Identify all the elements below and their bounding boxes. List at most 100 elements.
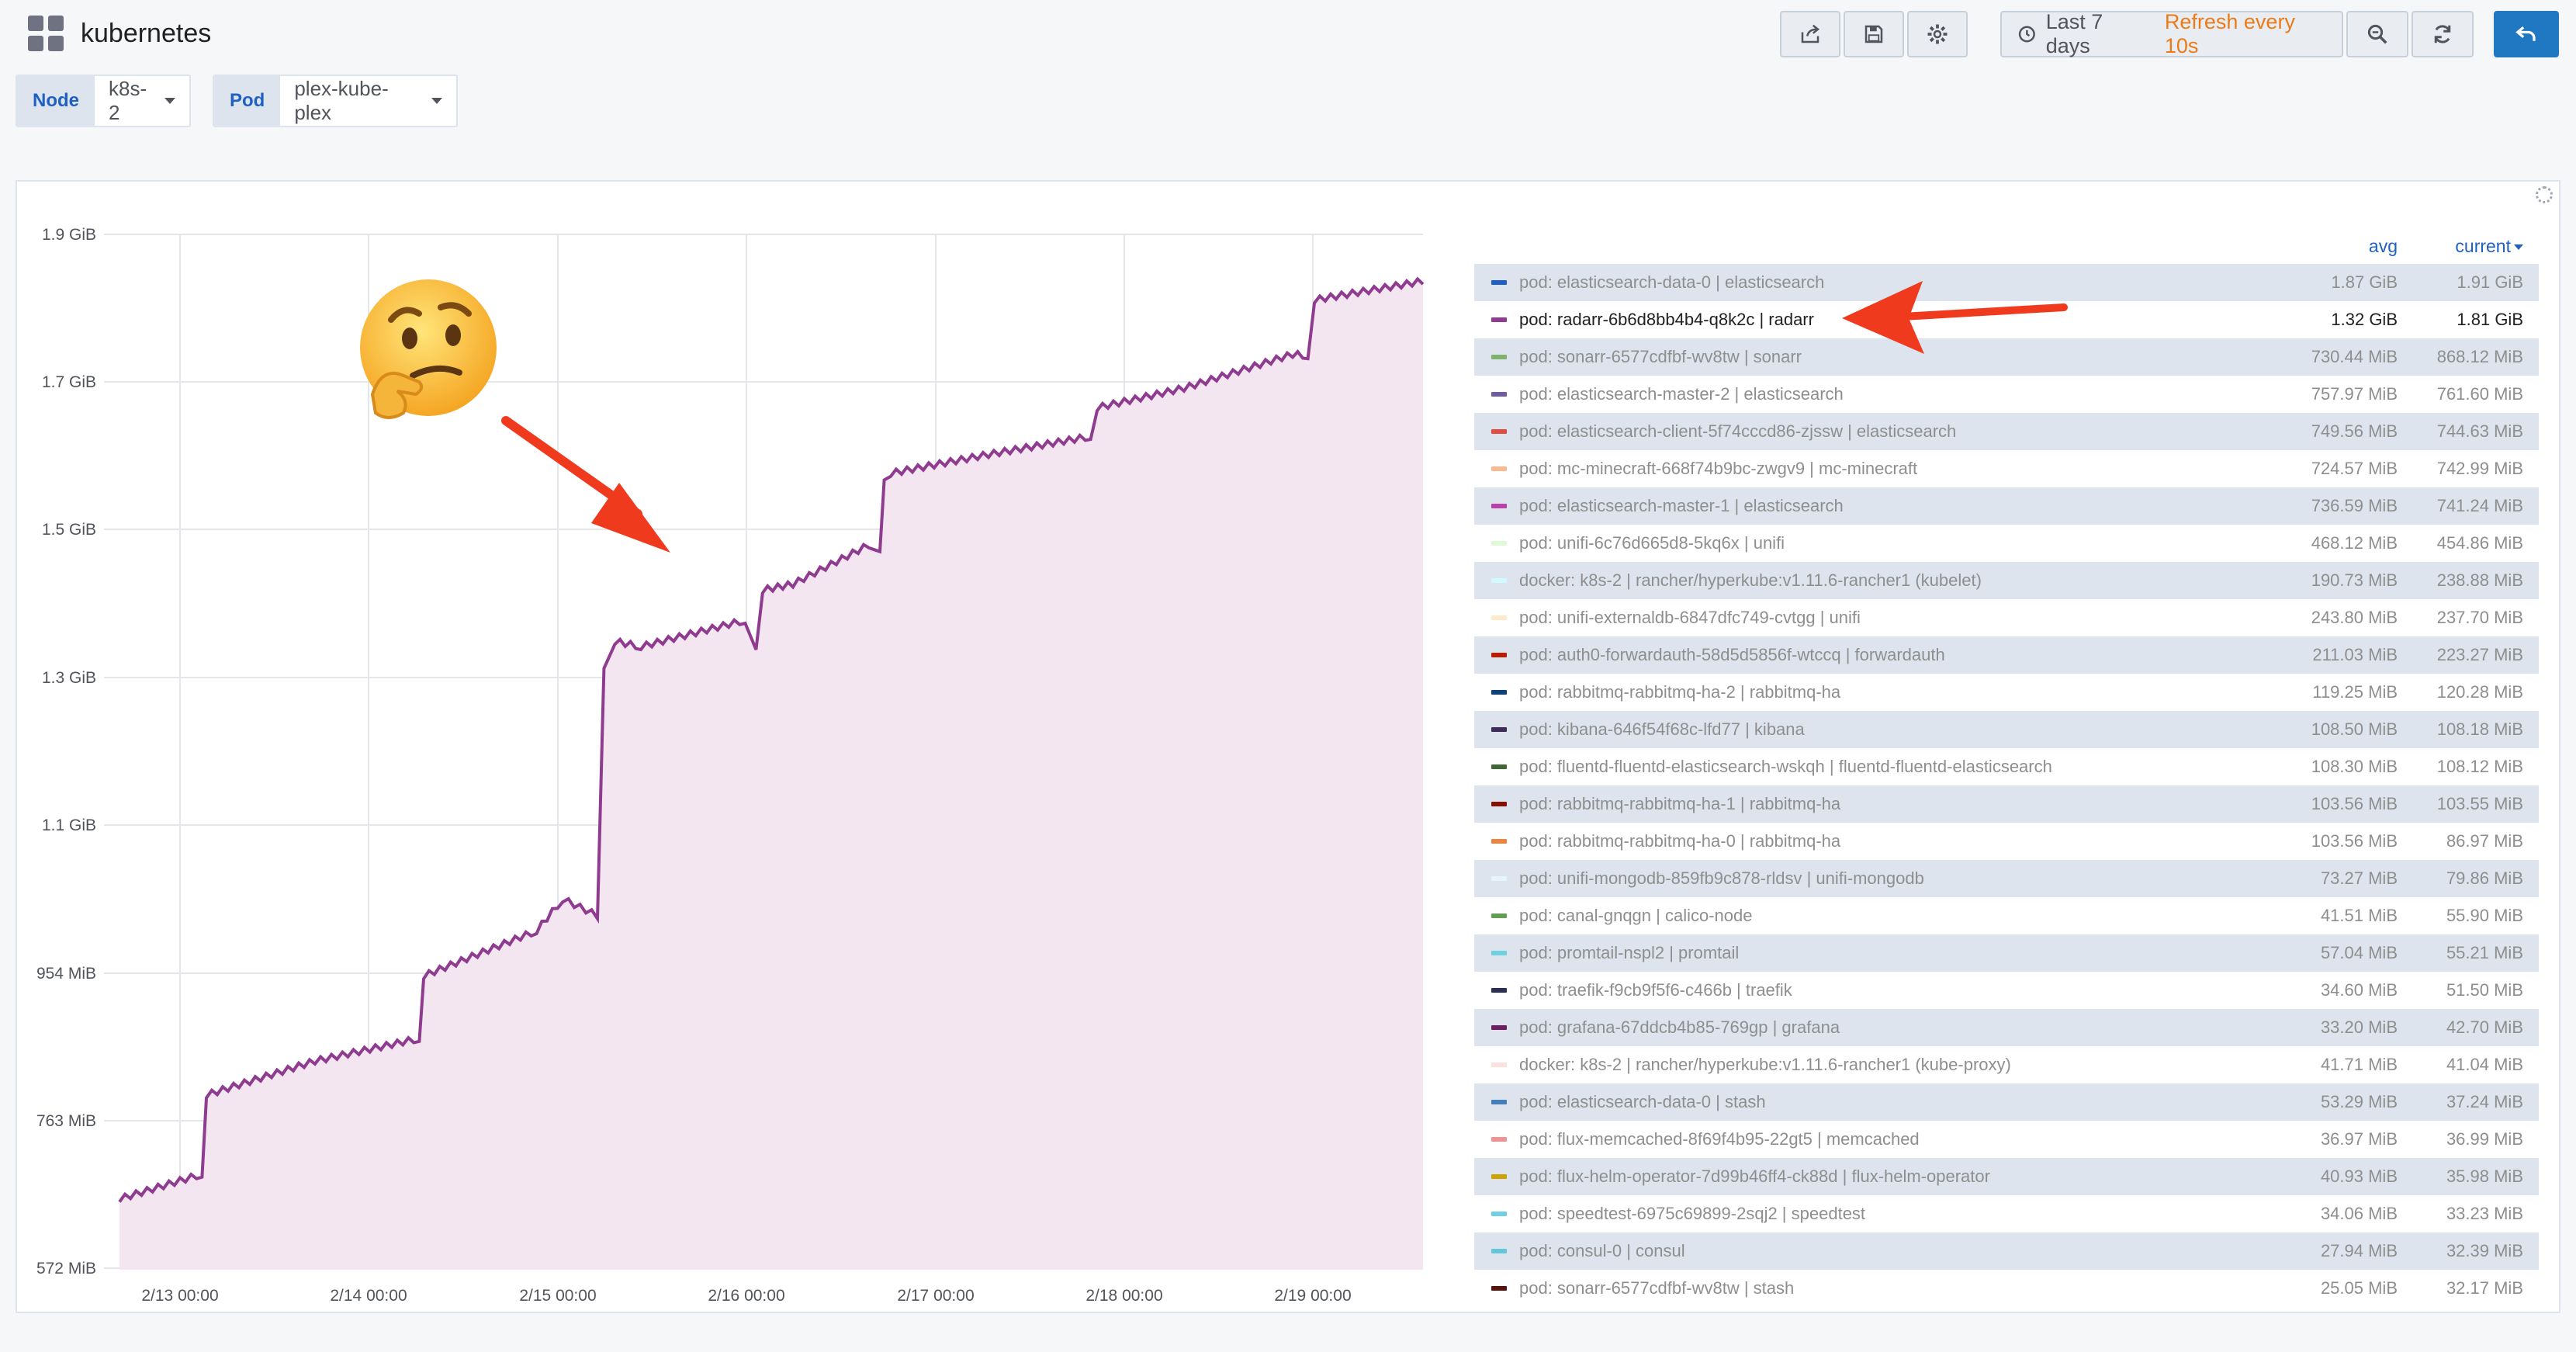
legend-row[interactable]: pod: elasticsearch-client-5f74cccd86-zjs… xyxy=(1474,413,2539,450)
legend-row[interactable]: pod: elasticsearch-master-1 | elasticsea… xyxy=(1474,487,2539,525)
series-color-swatch[interactable] xyxy=(1491,541,1507,546)
legend-row[interactable]: pod: speedtest-6975c69899-2sqj2 | speedt… xyxy=(1474,1195,2539,1232)
series-color-swatch[interactable] xyxy=(1491,1249,1507,1253)
legend-row[interactable]: pod: fluentd-fluentd-elasticsearch-wskqh… xyxy=(1474,748,2539,785)
series-color-swatch[interactable] xyxy=(1491,988,1507,993)
series-color-swatch[interactable] xyxy=(1491,1063,1507,1067)
legend-row[interactable]: pod: elasticsearch-master-2 | elasticsea… xyxy=(1474,376,2539,413)
share-button[interactable] xyxy=(1780,11,1840,57)
series-color-swatch[interactable] xyxy=(1491,876,1507,881)
series-color-swatch[interactable] xyxy=(1491,839,1507,844)
series-color-swatch[interactable] xyxy=(1491,578,1507,583)
legend-series-name[interactable]: docker: k8s-2 | rancher/hyperkube:v1.11.… xyxy=(1519,570,1982,590)
legend-series-name[interactable]: pod: elasticsearch-data-0 | stash xyxy=(1519,1092,1766,1111)
legend-series-name[interactable]: pod: canal-gnqgn | calico-node xyxy=(1519,906,1753,925)
node-variable-dropdown[interactable]: k8s-2 xyxy=(95,76,189,126)
series-color-swatch[interactable] xyxy=(1491,1286,1507,1291)
dashboard-grid-icon[interactable] xyxy=(28,16,64,51)
series-color-swatch[interactable] xyxy=(1491,1100,1507,1104)
legend-row[interactable]: pod: sonarr-6577cdfbf-wv8tw | sonarr 730.… xyxy=(1474,338,2539,376)
legend-row[interactable]: pod: elasticsearch-data-0 | elasticsearc… xyxy=(1474,264,2539,301)
legend-series-name[interactable]: pod: kibana-646f54f68c-lfd77 | kibana xyxy=(1519,719,1805,739)
legend-series-name[interactable]: pod: elasticsearch-data-0 | elasticsearc… xyxy=(1519,272,1825,292)
legend-series-name[interactable]: pod: unifi-externaldb-6847dfc749-cvtgg |… xyxy=(1519,608,1861,627)
legend-series-name[interactable]: pod: fluentd-fluentd-elasticsearch-wskqh… xyxy=(1519,757,2052,776)
legend-row[interactable]: pod: canal-gnqgn | calico-node 41.51 MiB 5… xyxy=(1474,897,2539,934)
series-color-swatch[interactable] xyxy=(1491,280,1507,285)
legend-series-name[interactable]: pod: grafana-67ddcb4b85-769gp | grafana xyxy=(1519,1017,1840,1037)
save-button[interactable] xyxy=(1844,11,1904,57)
legend-series-name[interactable]: pod: flux-memcached-8f69f4b95-22gt5 | me… xyxy=(1519,1129,1920,1149)
legend-row[interactable]: pod: elasticsearch-data-0 | stash 53.29 M… xyxy=(1474,1083,2539,1121)
legend-row[interactable]: pod: kibana-646f54f68c-lfd77 | kibana 108… xyxy=(1474,711,2539,748)
legend-row[interactable]: docker: k8s-2 | rancher/hyperkube:v1.11.… xyxy=(1474,1046,2539,1083)
legend-row[interactable]: pod: rabbitmq-rabbitmq-ha-2 | rabbitmq-h… xyxy=(1474,674,2539,711)
series-color-swatch[interactable] xyxy=(1491,690,1507,695)
series-color-swatch[interactable] xyxy=(1491,913,1507,918)
series-color-swatch[interactable] xyxy=(1491,392,1507,397)
back-button[interactable] xyxy=(2494,11,2559,57)
legend-row[interactable]: pod: unifi-externaldb-6847dfc749-cvtgg |… xyxy=(1474,599,2539,636)
legend-series-name[interactable]: pod: consul-0 | consul xyxy=(1519,1241,1685,1260)
legend-row[interactable]: pod: radarr-6b6d8bb4b4-q8k2c | radarr 1.3… xyxy=(1474,301,2539,338)
legend-series-name[interactable]: pod: radarr-6b6d8bb4b4-q8k2c | radarr xyxy=(1519,310,1814,329)
memory-graph[interactable]: 1.9 GiB 1.7 GiB 1.5 GiB 1.3 GiB 1.1 GiB 954 M… xyxy=(17,182,1437,1315)
legend-series-name[interactable]: pod: traefik-f9cb9f5f6-c466b | traefik xyxy=(1519,980,1792,1000)
legend-row[interactable]: pod: mc-minecraft-668f74b9bc-zwgv9 | mc-… xyxy=(1474,450,2539,487)
legend-sort-current[interactable]: current xyxy=(2455,236,2523,257)
series-color-swatch[interactable] xyxy=(1491,1212,1507,1216)
legend-series-name[interactable]: pod: sonarr-6577cdfbf-wv8tw | stash xyxy=(1519,1278,1795,1298)
series-color-swatch[interactable] xyxy=(1491,1137,1507,1142)
legend-series-name[interactable]: pod: unifi-mongodb-859fb9c878-rldsv | un… xyxy=(1519,868,1924,888)
legend-series-name[interactable]: pod: promtail-nspl2 | promtail xyxy=(1519,943,1740,962)
memory-graph-svg[interactable]: 1.9 GiB 1.7 GiB 1.5 GiB 1.3 GiB 1.1 GiB 954 M… xyxy=(17,182,1437,1315)
series-color-swatch[interactable] xyxy=(1491,355,1507,359)
series-color-swatch[interactable] xyxy=(1491,504,1507,508)
legend-row[interactable]: docker: k8s-2 | rancher/hyperkube:v1.11.… xyxy=(1474,562,2539,599)
legend-row[interactable]: pod: rabbitmq-rabbitmq-ha-0 | rabbitmq-h… xyxy=(1474,823,2539,860)
series-color-swatch[interactable] xyxy=(1491,727,1507,732)
legend-row[interactable]: pod: unifi-6c76d665d8-5kq6x | unifi 468.1… xyxy=(1474,525,2539,562)
legend-row[interactable]: pod: rabbitmq-rabbitmq-ha-1 | rabbitmq-h… xyxy=(1474,785,2539,823)
legend-series-name[interactable]: docker: k8s-2 | rancher/hyperkube:v1.11.… xyxy=(1519,1055,2011,1074)
series-color-swatch[interactable] xyxy=(1491,951,1507,955)
legend-sort-avg[interactable]: avg xyxy=(2368,236,2398,256)
time-range-picker[interactable]: Last 7 days Refresh every 10s xyxy=(2000,10,2343,57)
legend-series-name[interactable]: pod: elasticsearch-master-1 | elasticsea… xyxy=(1519,496,1844,515)
legend-series-name[interactable]: pod: rabbitmq-rabbitmq-ha-0 | rabbitmq-h… xyxy=(1519,831,1841,851)
legend-row[interactable]: pod: promtail-nspl2 | promtail 57.04 MiB 5… xyxy=(1474,934,2539,972)
series-color-swatch[interactable] xyxy=(1491,466,1507,471)
zoom-out-button[interactable] xyxy=(2346,11,2408,57)
series-color-swatch[interactable] xyxy=(1491,317,1507,322)
legend-row[interactable]: pod: unifi-mongodb-859fb9c878-rldsv | un… xyxy=(1474,860,2539,897)
series-color-swatch[interactable] xyxy=(1491,764,1507,769)
series-color-swatch[interactable] xyxy=(1491,1025,1507,1030)
series-color-swatch[interactable] xyxy=(1491,653,1507,657)
legend-series-name[interactable]: pod: speedtest-6975c69899-2sqj2 | speedt… xyxy=(1519,1204,1866,1223)
dashboard-title[interactable]: kubernetes xyxy=(81,19,212,48)
series-color-swatch[interactable] xyxy=(1491,429,1507,434)
legend-series-name[interactable]: pod: auth0-forwardauth-58d5d5856f-wtccq … xyxy=(1519,645,1945,664)
series-color-swatch[interactable] xyxy=(1491,615,1507,620)
legend-row[interactable]: pod: traefik-f9cb9f5f6-c466b | traefik 34… xyxy=(1474,972,2539,1009)
legend-series-name[interactable]: pod: elasticsearch-master-2 | elasticsea… xyxy=(1519,384,1844,404)
legend-row[interactable]: pod: consul-0 | consul 27.94 MiB 32.39 MiB xyxy=(1474,1232,2539,1270)
series-color-swatch[interactable] xyxy=(1491,1174,1507,1179)
series-line[interactable] xyxy=(118,276,1425,1203)
legend-series-name[interactable]: pod: sonarr-6577cdfbf-wv8tw | sonarr xyxy=(1519,347,1802,366)
legend-row[interactable]: pod: flux-helm-operator-7d99b46ff4-ck88d… xyxy=(1474,1158,2539,1195)
pod-variable-dropdown[interactable]: plex-kube-plex xyxy=(280,76,456,126)
settings-button[interactable] xyxy=(1907,11,1968,57)
legend-series-name[interactable]: pod: unifi-6c76d665d8-5kq6x | unifi xyxy=(1519,533,1785,553)
series-color-swatch[interactable] xyxy=(1491,802,1507,806)
legend-row[interactable]: pod: grafana-67ddcb4b85-769gp | grafana 3… xyxy=(1474,1009,2539,1046)
legend-row[interactable]: pod: flux-memcached-8f69f4b95-22gt5 | me… xyxy=(1474,1121,2539,1158)
refresh-button[interactable] xyxy=(2412,11,2474,57)
legend-series-name[interactable]: pod: flux-helm-operator-7d99b46ff4-ck88d… xyxy=(1519,1167,1990,1186)
legend-series-name[interactable]: pod: mc-minecraft-668f74b9bc-zwgv9 | mc-… xyxy=(1519,459,1918,478)
legend-series-name[interactable]: pod: elasticsearch-client-5f74cccd86-zjs… xyxy=(1519,421,1957,441)
legend-series-name[interactable]: pod: rabbitmq-rabbitmq-ha-2 | rabbitmq-h… xyxy=(1519,682,1841,702)
legend-row[interactable]: pod: auth0-forwardauth-58d5d5856f-wtccq … xyxy=(1474,636,2539,674)
legend-row[interactable]: pod: sonarr-6577cdfbf-wv8tw | stash 25.05… xyxy=(1474,1270,2539,1307)
legend-series-name[interactable]: pod: rabbitmq-rabbitmq-ha-1 | rabbitmq-h… xyxy=(1519,794,1841,813)
